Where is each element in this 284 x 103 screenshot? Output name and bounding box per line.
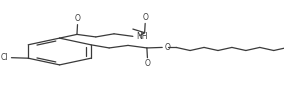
Text: O: O <box>75 14 80 23</box>
Text: NH: NH <box>136 32 148 41</box>
Text: O: O <box>142 13 148 22</box>
Text: O: O <box>165 43 171 52</box>
Text: Cl: Cl <box>1 53 8 62</box>
Text: O: O <box>145 59 150 68</box>
